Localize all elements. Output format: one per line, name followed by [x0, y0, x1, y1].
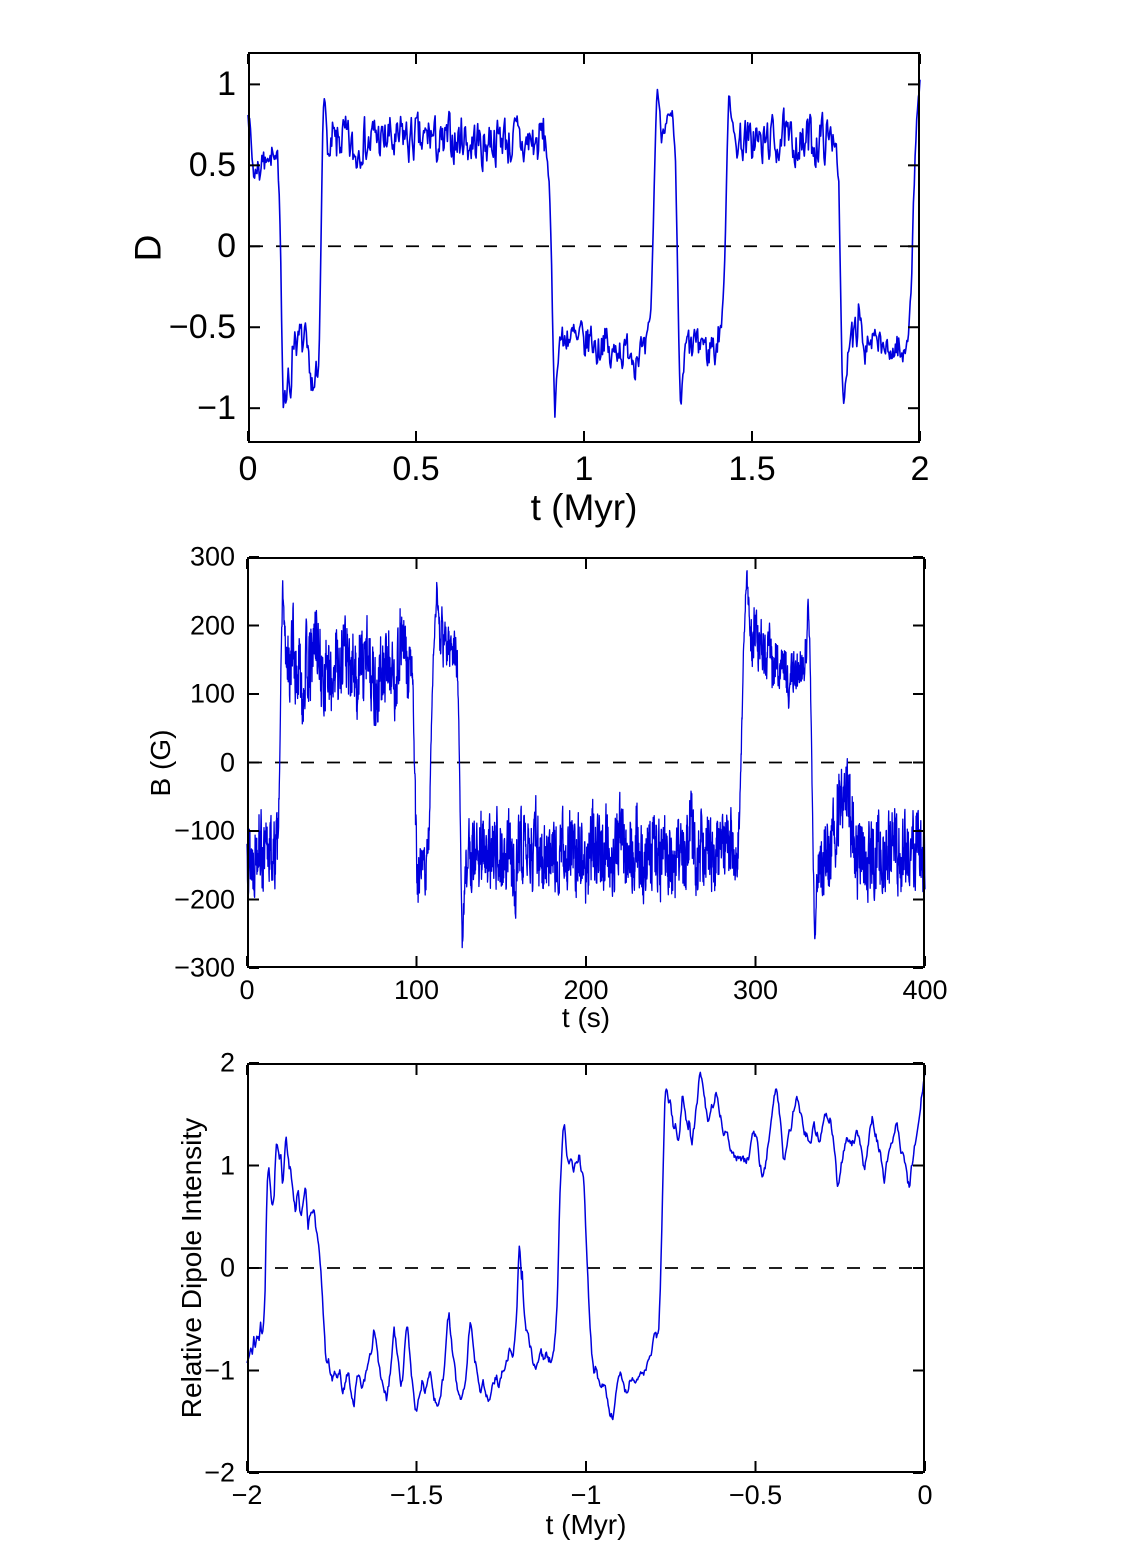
x-axis-label: t (Myr) [530, 487, 638, 528]
y-tick-label: 0 [217, 227, 236, 266]
y-axis-label: Relative Dipole Intensity [176, 1117, 207, 1419]
y-tick-label: −1 [204, 1355, 235, 1385]
y-tick-label: −2 [204, 1457, 235, 1488]
y-tick-label: 100 [189, 678, 235, 709]
panel-relative-dipole-intensity: t (Myr) Relative Dipole Intensity −2 −1.5… [176, 1049, 933, 1539]
x-tick-label: 1.5 [728, 450, 776, 488]
plot-dipole-direction [247, 52, 921, 443]
x-tick-label: 300 [732, 975, 779, 1005]
y-axis-label: B (G) [145, 729, 176, 796]
x-tick-label: 0 [917, 1480, 933, 1510]
y-tick-label: −300 [174, 952, 235, 983]
x-axis-label: t (s) [561, 1002, 611, 1033]
x-tick-label: 2 [910, 450, 930, 488]
x-tick-label: −0.5 [728, 1480, 783, 1510]
panel-dipole-direction: t (Myr) D 0 0.5 1 1.5 2 1 0.5 0 −0.5 −1 [128, 52, 929, 526]
x-tick-label: 100 [393, 975, 440, 1005]
series-line-d [247, 79, 921, 418]
x-tick-label: −2 [231, 1480, 263, 1510]
plot-magnetic-field [246, 556, 926, 969]
y-tick-label: 1 [219, 1150, 235, 1180]
y-tick-label: 2 [219, 1047, 235, 1078]
x-tick-label: 1 [574, 450, 594, 488]
y-tick-label: 0 [219, 747, 235, 777]
y-tick-label: 1 [217, 65, 236, 104]
x-tick-label: 400 [902, 975, 948, 1005]
x-tick-label: 0 [238, 450, 258, 488]
y-tick-label: 300 [189, 541, 235, 572]
x-tick-label: 0.5 [392, 450, 440, 488]
plot-relative-dipole-intensity [246, 1062, 926, 1474]
y-tick-label: 0.5 [188, 146, 236, 185]
panel-magnetic-field: t (s) B (G) 0 100 200 300 400 300 200 100 0 −100 −… [145, 543, 948, 1032]
y-tick-label: −100 [174, 815, 235, 846]
axes-box [247, 1063, 925, 1473]
axes-box [248, 52, 920, 443]
series-line-b [246, 570, 926, 949]
y-axis-label: D [127, 234, 169, 261]
y-tick-label: −200 [174, 884, 235, 914]
x-tick-label: 0 [239, 975, 255, 1005]
series-line-relative-dipole-intensity [246, 1071, 926, 1421]
x-tick-label: −1 [570, 1480, 602, 1510]
x-axis-label: t (Myr) [545, 1509, 627, 1540]
x-tick-label: 200 [563, 975, 609, 1005]
axes-box [247, 557, 925, 968]
y-tick-label: −0.5 [168, 308, 236, 347]
x-tick-label: −1.5 [389, 1480, 444, 1510]
y-tick-label: −1 [197, 389, 236, 428]
y-tick-label: 0 [219, 1252, 235, 1283]
y-tick-label: 200 [189, 610, 235, 640]
